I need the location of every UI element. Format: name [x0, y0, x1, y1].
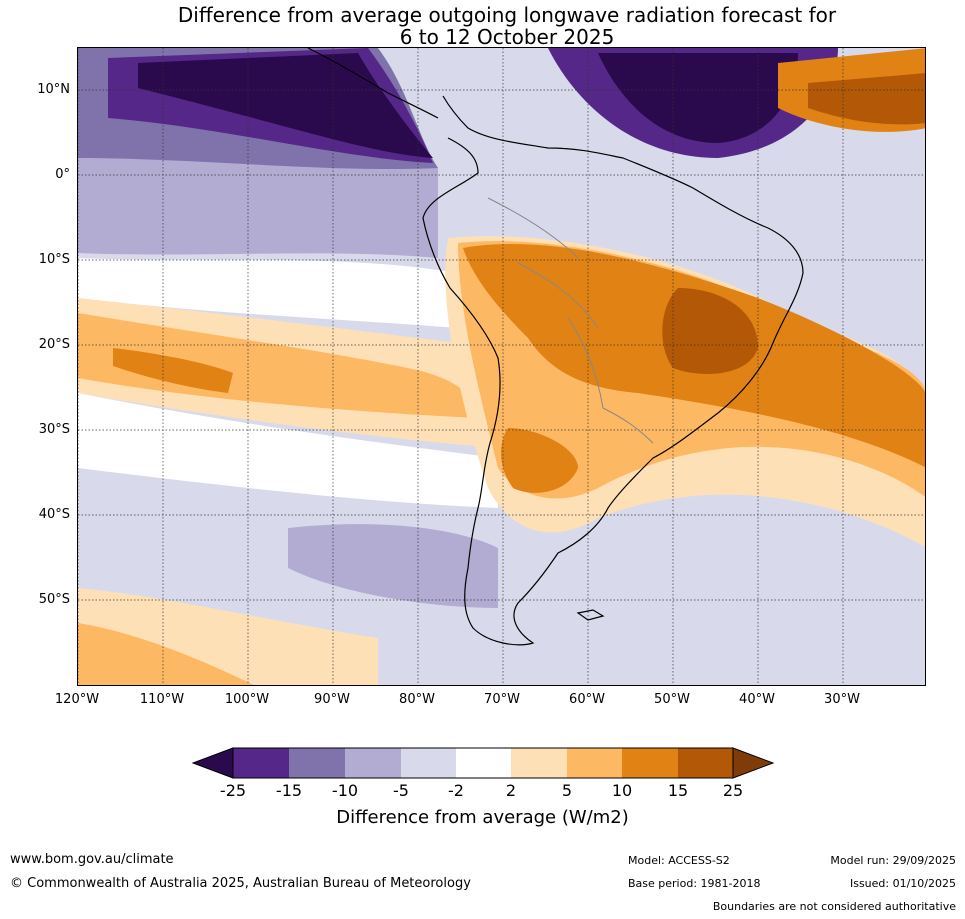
lat-label-10n: 10°N — [37, 82, 70, 97]
footer-model-run: Model run: 29/09/2025 — [830, 854, 956, 867]
lat-label-0: 0° — [55, 167, 70, 182]
footer-model: Model: ACCESS-S2 — [628, 854, 730, 867]
colorbar-tick: 25 — [722, 781, 744, 800]
colorbar-tick: -15 — [275, 781, 303, 800]
colorbar-bin — [456, 748, 511, 778]
colorbar-tick: -25 — [219, 781, 247, 800]
colorbar-outline — [232, 747, 734, 779]
footer-copyright: © Commonwealth of Australia 2025, Austra… — [10, 876, 471, 891]
lat-label-30s: 30°S — [38, 422, 70, 437]
band-orange-pacific — [78, 313, 478, 418]
colorbar-tick: 15 — [667, 781, 689, 800]
lon-label-90w: 90°W — [314, 692, 350, 707]
footer-disclaimer: Boundaries are not considered authoritat… — [712, 900, 956, 913]
colorbar-tick: -2 — [448, 781, 464, 800]
colorbar-extend-high — [732, 747, 775, 779]
region-darker-orange-brazil — [662, 288, 758, 374]
map-title: Difference from average outgoing longwav… — [0, 4, 965, 48]
lon-label-30w: 30°W — [824, 692, 860, 707]
footer-base-period: Base period: 1981-2018 — [628, 877, 761, 890]
band-white-south-pacific — [78, 393, 498, 508]
band-white-equatorial — [78, 258, 458, 328]
colorbar-bin — [233, 748, 289, 778]
band-dark-orange-pacific — [113, 348, 233, 393]
south-america-coastline — [422, 95, 804, 646]
lon-label-120w: 120°W — [54, 692, 100, 707]
colorbar-tick: -10 — [331, 781, 359, 800]
colorbar-tick: 2 — [505, 781, 517, 800]
lon-label-110w: 110°W — [139, 692, 185, 707]
colorbar-bin — [401, 748, 456, 778]
region-darkest-purple-atlantic — [598, 53, 798, 143]
band-light-purple-south — [288, 524, 498, 608]
colorbar-label: Difference from average (W/m2) — [336, 807, 629, 828]
region-dark-orange-argentina — [501, 428, 578, 493]
lon-label-60w: 60°W — [569, 692, 605, 707]
colorbar-bin — [289, 748, 345, 778]
title-line-1: Difference from average outgoing longwav… — [177, 3, 837, 27]
colorbar — [191, 747, 775, 779]
lon-label-100w: 100°W — [224, 692, 270, 707]
country-borders — [487, 197, 654, 444]
region-darkest-purple-pacific — [138, 53, 433, 158]
colorbar-extend-low — [191, 747, 234, 779]
colorbar-bin — [567, 748, 622, 778]
lat-label-40s: 40°S — [38, 507, 70, 522]
lat-label-20s: 20°S — [38, 337, 70, 352]
lat-label-10s: 10°S — [38, 252, 70, 267]
colorbar-bin — [622, 748, 678, 778]
colorbar-tick: -5 — [393, 781, 409, 800]
falkland-islands — [576, 609, 605, 621]
title-line-2: 6 to 12 October 2025 — [399, 25, 615, 49]
colorbar-bin — [678, 748, 733, 778]
central-america-coastline — [307, 48, 439, 119]
lon-label-40w: 40°W — [739, 692, 775, 707]
colorbar-tick: 10 — [611, 781, 633, 800]
band-orange-southwest — [78, 623, 254, 685]
graticule — [78, 48, 925, 685]
footer-issued: Issued: 01/10/2025 — [849, 877, 956, 890]
forecast-map — [77, 47, 926, 686]
lon-label-80w: 80°W — [399, 692, 435, 707]
lat-label-50s: 50°S — [38, 592, 70, 607]
colorbar-tick: 5 — [561, 781, 573, 800]
colorbar-bin — [345, 748, 401, 778]
region-dark-orange-north-atlantic — [808, 73, 925, 125]
colorbar-bin — [511, 748, 567, 778]
lon-label-70w: 70°W — [484, 692, 520, 707]
lon-label-50w: 50°W — [654, 692, 690, 707]
footer-url[interactable]: www.bom.gov.au/climate — [10, 852, 174, 867]
